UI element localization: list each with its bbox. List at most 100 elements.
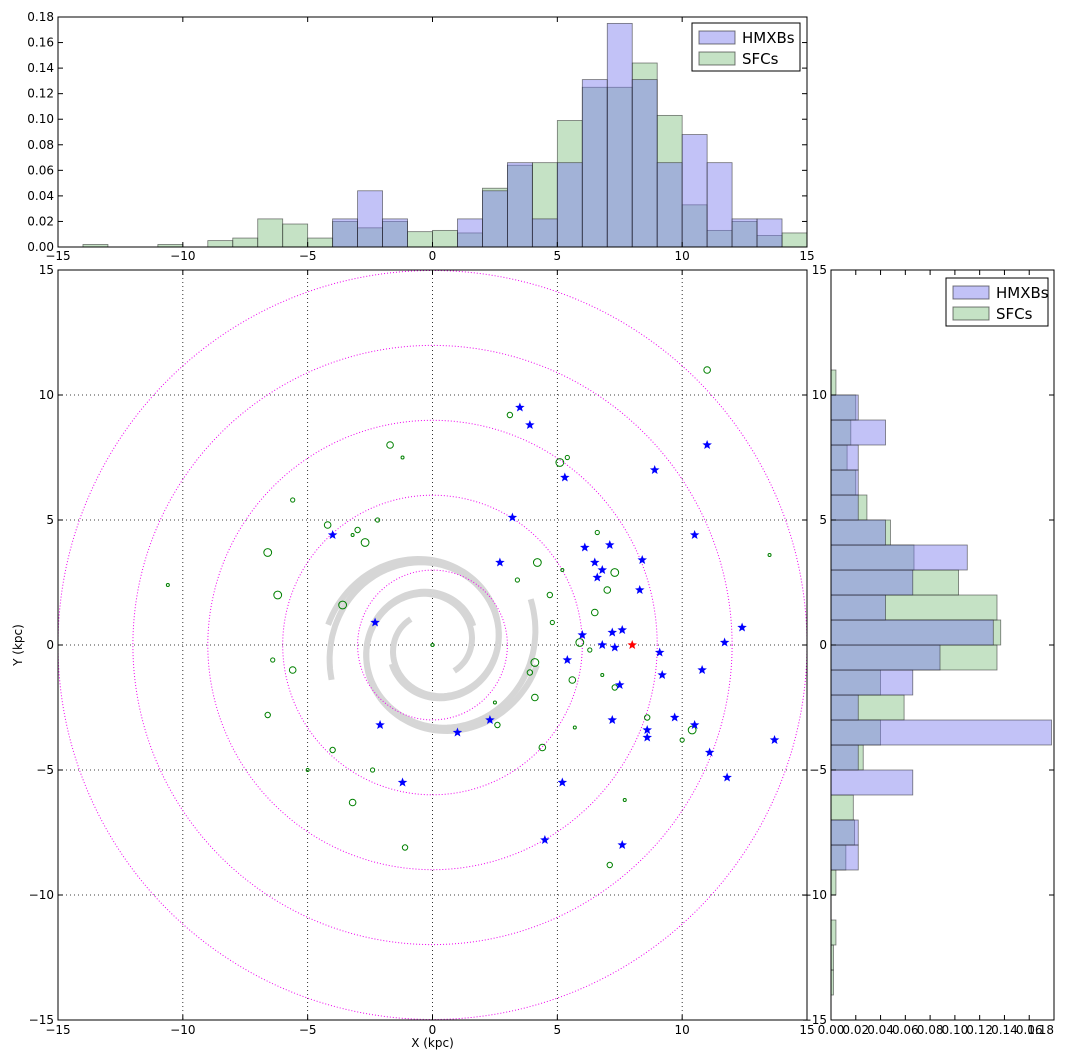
hmxb-point bbox=[610, 642, 620, 652]
top-bar-sfcs bbox=[207, 240, 234, 248]
right-x-tick-label: 0.16 bbox=[1016, 1023, 1043, 1037]
right-series-hmxbs bbox=[830, 394, 1052, 871]
top-bar-sfcs bbox=[257, 218, 284, 248]
reference-circle bbox=[132, 344, 733, 946]
right-bar-sfcs bbox=[830, 619, 1002, 646]
right-x-tick-label: 0.18 bbox=[1027, 1023, 1054, 1037]
hmxb-point bbox=[642, 732, 652, 742]
sfc-point bbox=[263, 548, 273, 557]
right-x-tick-label: 0.06 bbox=[892, 1023, 919, 1037]
hmxb-point bbox=[605, 540, 615, 549]
sfc-point bbox=[530, 658, 540, 667]
top-legend: HMXBs SFCs bbox=[691, 22, 801, 72]
sfc-point bbox=[369, 767, 376, 773]
sfc-point bbox=[374, 517, 381, 523]
hmxb-point bbox=[704, 747, 715, 757]
sfc-point bbox=[560, 568, 565, 572]
main-x-tick-label: −10 bbox=[170, 1023, 195, 1037]
right-y-tick-label: −10 bbox=[802, 888, 827, 902]
reference-circle bbox=[207, 419, 658, 871]
hmxb-point bbox=[607, 627, 617, 637]
main-x-tick-label: 15 bbox=[799, 1023, 814, 1037]
hmxb-point bbox=[637, 555, 647, 564]
hmxb-point bbox=[327, 530, 338, 539]
sfc-point bbox=[687, 725, 697, 735]
hmxb-point bbox=[577, 630, 588, 639]
sfc-point bbox=[430, 643, 435, 647]
top-bar-sfcs bbox=[631, 62, 658, 248]
sfc-point bbox=[288, 666, 297, 674]
right-bar-hmxbs bbox=[830, 394, 859, 421]
sfc-point bbox=[622, 798, 627, 802]
top-x-tick-label: −10 bbox=[170, 249, 195, 263]
sfc-point bbox=[273, 590, 283, 600]
hmxb-point bbox=[507, 512, 518, 522]
right-bar-hmxbs bbox=[830, 444, 859, 471]
right-bar-sfcs bbox=[830, 719, 881, 746]
sfc-point bbox=[564, 454, 570, 461]
hmxb-points bbox=[327, 402, 780, 849]
top-bar-sfcs bbox=[332, 221, 358, 248]
right-bar-sfcs bbox=[830, 669, 881, 696]
right-bar-hmxbs bbox=[830, 719, 1052, 746]
main-x-tick-label: 0 bbox=[429, 1023, 437, 1037]
right-legend-swatch bbox=[952, 306, 990, 321]
hmxb-point bbox=[597, 640, 607, 649]
main-x-tick-label: −15 bbox=[45, 1023, 70, 1037]
sfc-point bbox=[703, 366, 711, 374]
right-x-tick-label: 0.00 bbox=[818, 1023, 845, 1037]
main-x-tick-label: −5 bbox=[299, 1023, 317, 1037]
top-y-tick-label: 0.12 bbox=[27, 87, 54, 101]
sfc-point bbox=[514, 577, 520, 583]
sfc-point bbox=[401, 844, 409, 851]
top-bar-hmxbs bbox=[332, 218, 358, 248]
hmxb-point bbox=[607, 715, 617, 724]
top-bar-hmxbs bbox=[357, 190, 383, 248]
spiral-arms bbox=[325, 555, 540, 735]
right-bar-hmxbs bbox=[830, 419, 886, 446]
right-bar-hmxbs bbox=[830, 844, 859, 871]
hmxb-point bbox=[689, 530, 700, 539]
sfc-point bbox=[572, 725, 577, 730]
sfc-point bbox=[606, 861, 613, 869]
sfc-point bbox=[611, 684, 618, 691]
top-bar-hmxbs bbox=[506, 162, 533, 248]
hmxb-point bbox=[525, 420, 535, 429]
right-y-tick-label: 10 bbox=[812, 388, 827, 402]
hmxb-point bbox=[590, 557, 600, 567]
sfc-point bbox=[270, 657, 276, 663]
sfc-points bbox=[165, 366, 772, 869]
right-bar-sfcs bbox=[830, 919, 837, 946]
right-bar-hmxbs bbox=[830, 694, 859, 721]
hmxb-point bbox=[515, 402, 525, 412]
top-bar-sfcs bbox=[581, 86, 608, 248]
right-x-tick-label: 0.02 bbox=[842, 1023, 869, 1037]
hmxb-point bbox=[495, 557, 505, 567]
top-bar-sfcs bbox=[781, 232, 808, 248]
right-x-tick-label: 0.08 bbox=[917, 1023, 944, 1037]
top-x-tick-label: 0 bbox=[429, 249, 437, 263]
hmxb-point bbox=[654, 647, 665, 657]
hmxb-point bbox=[557, 777, 568, 787]
hmxb-point bbox=[617, 840, 627, 849]
sfc-point bbox=[290, 497, 296, 503]
right-bar-hmxbs bbox=[830, 644, 941, 671]
sfc-point bbox=[590, 608, 599, 617]
hmxb-point bbox=[669, 712, 680, 722]
sfc-point bbox=[568, 676, 577, 684]
top-bar-hmxbs bbox=[656, 162, 683, 248]
spiral-arm-3 bbox=[326, 559, 502, 702]
sfc-point bbox=[549, 619, 555, 626]
hmxb-point bbox=[370, 617, 380, 627]
sfc-point bbox=[603, 586, 612, 594]
right-bar-hmxbs bbox=[830, 669, 914, 696]
top-bar-hmxbs bbox=[731, 218, 758, 248]
hmxb-point bbox=[719, 637, 730, 647]
sfc-point bbox=[644, 714, 651, 721]
sfc-point bbox=[538, 743, 547, 752]
right-legend-swatch bbox=[952, 285, 990, 300]
sfc-point bbox=[526, 669, 534, 676]
top-x-tick-label: −5 bbox=[299, 249, 317, 263]
right-bar-hmxbs bbox=[830, 744, 859, 771]
